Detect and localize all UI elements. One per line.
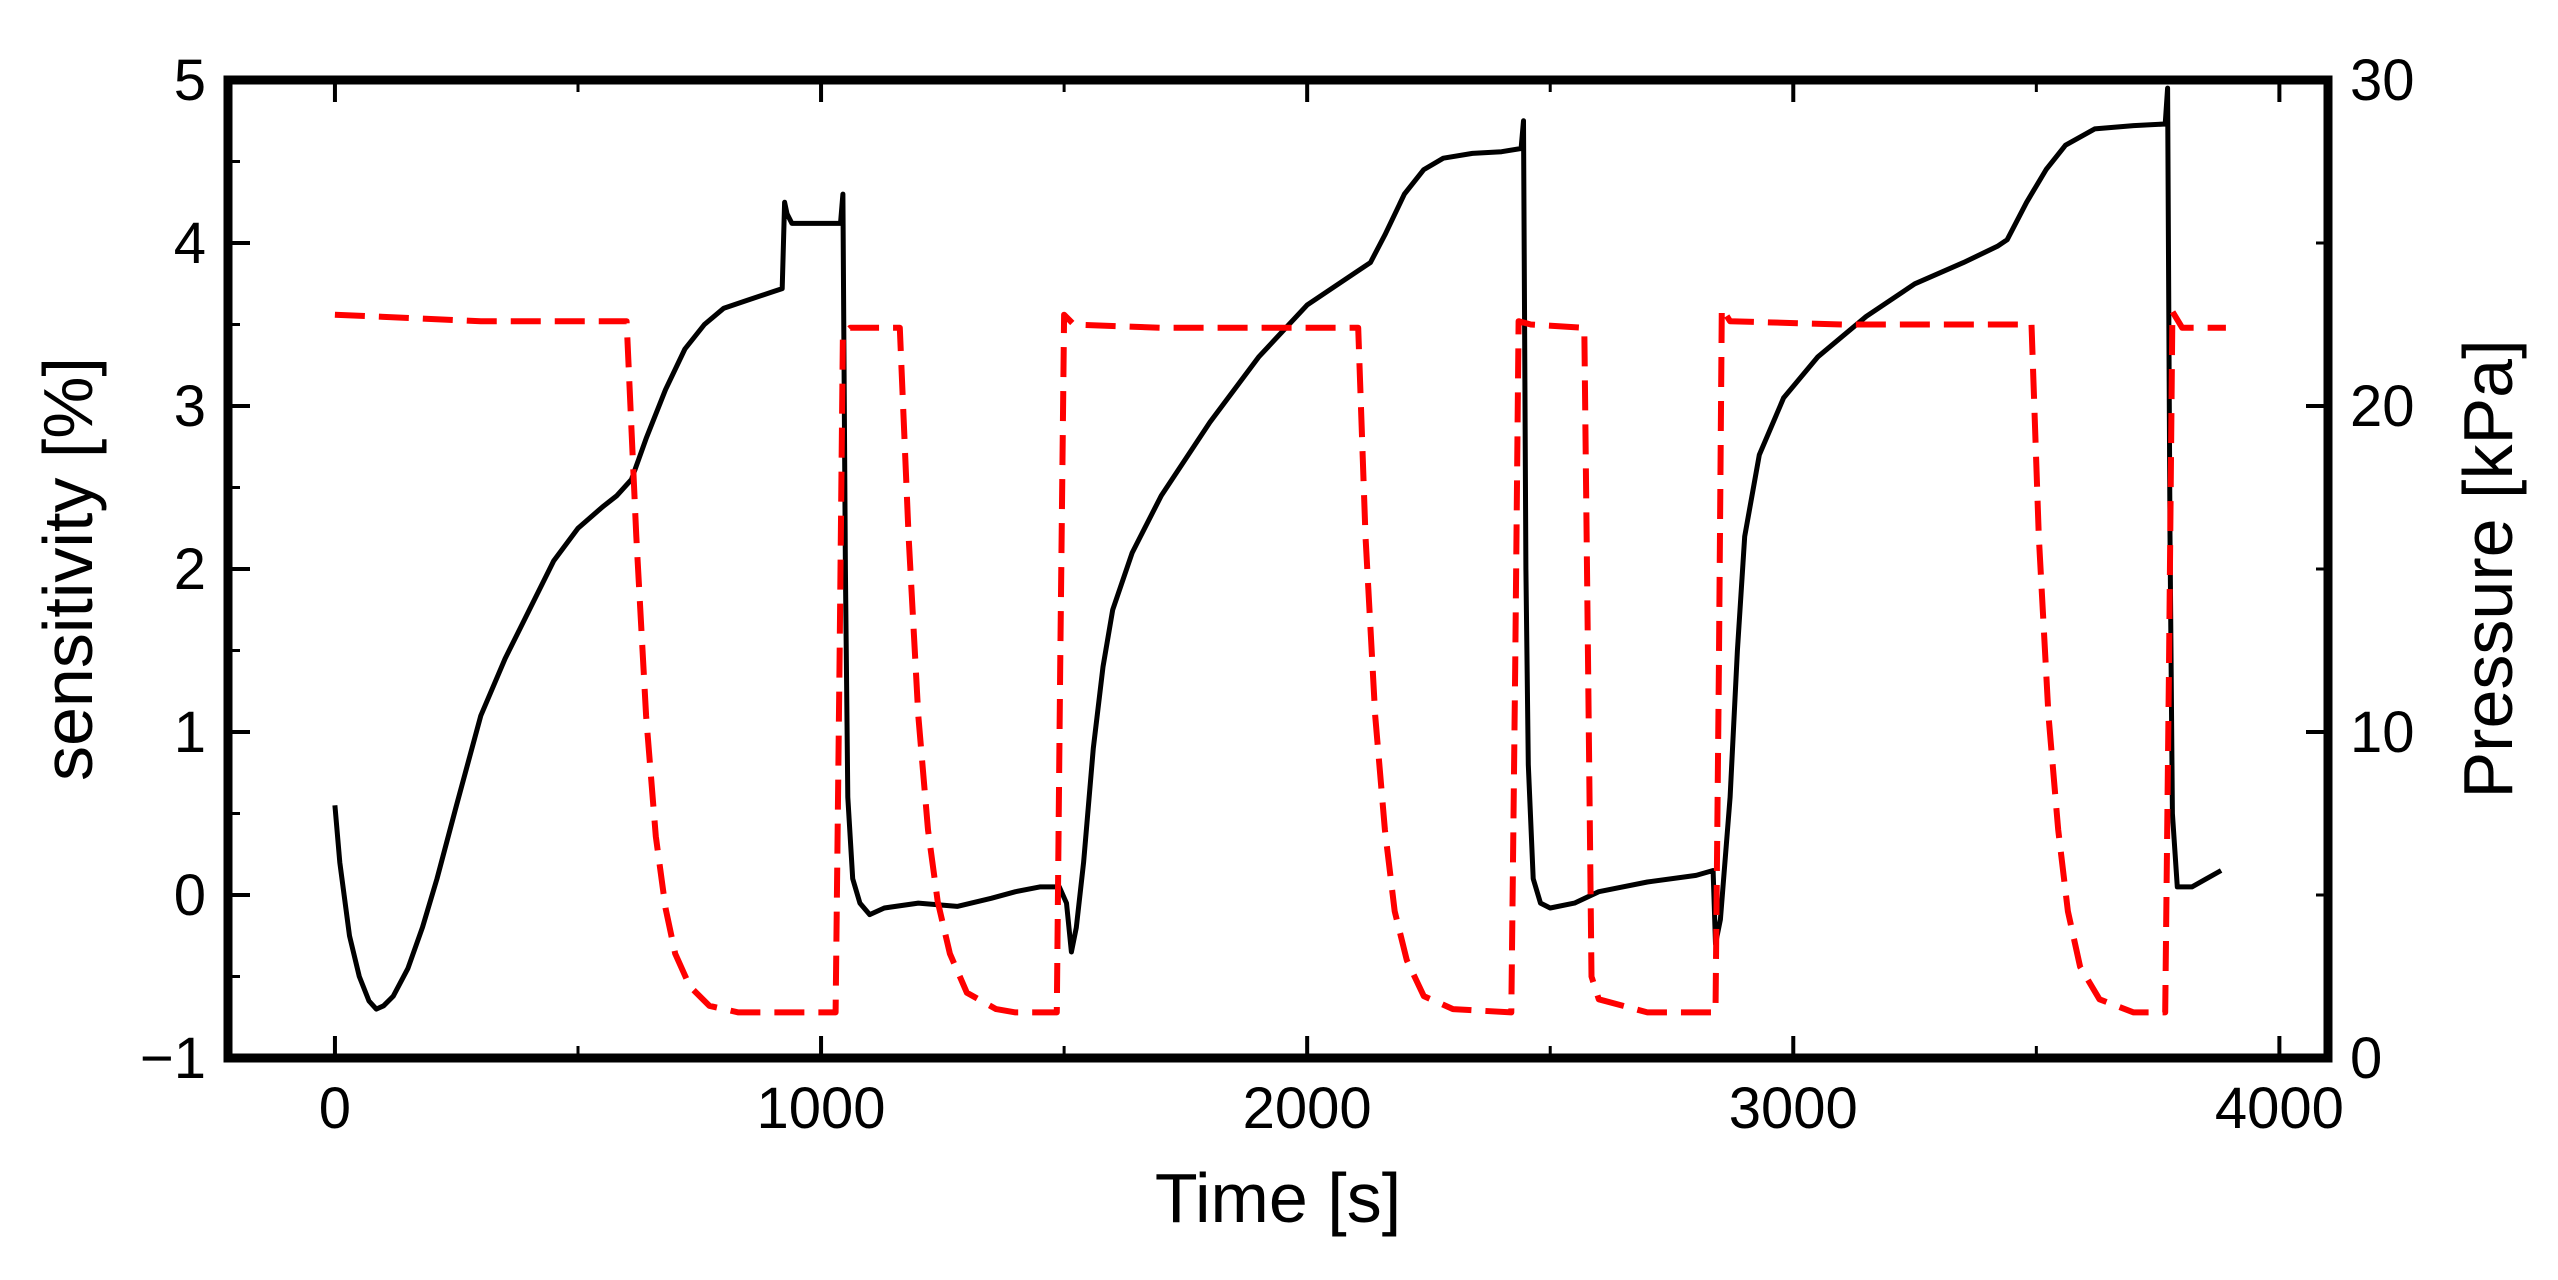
y-axis-left-title: sensitivity [%] [29, 357, 107, 781]
y-left-tick-label: −1 [140, 1026, 206, 1091]
y-left-tick-label: 3 [174, 374, 206, 439]
x-tick-label: 1000 [757, 1076, 886, 1141]
y-left-tick-label: 0 [174, 863, 206, 928]
y-left-tick-label: 1 [174, 700, 206, 765]
series-line-pressure [334, 305, 2226, 1016]
y-left-tick-label: 2 [174, 537, 206, 602]
x-tick-label: 2000 [1243, 1076, 1372, 1141]
y-axis-right-title: Pressure [kPa] [2449, 339, 2527, 798]
y-right-tick-label: 30 [2350, 48, 2415, 113]
y-right-tick-label: 20 [2350, 374, 2415, 439]
x-tick-label: 4000 [2215, 1076, 2344, 1141]
series-layer [332, 85, 2226, 1016]
series-line-sensitivity [332, 85, 2223, 1012]
x-tick-label: 0 [319, 1076, 351, 1141]
y-right-tick-label: 0 [2350, 1026, 2382, 1091]
y-left-tick-label: 4 [174, 211, 206, 276]
y-left-tick-label: 5 [174, 48, 206, 113]
y-right-tick-label: 10 [2350, 700, 2415, 765]
x-tick-label: 3000 [1729, 1076, 1858, 1141]
tick-layer: 0 1000 2000 3000 4000 −1 0 1 2 3 4 5 0 10 20 30 [140, 48, 2415, 1141]
x-axis-title: Time [s] [1155, 1159, 1401, 1237]
